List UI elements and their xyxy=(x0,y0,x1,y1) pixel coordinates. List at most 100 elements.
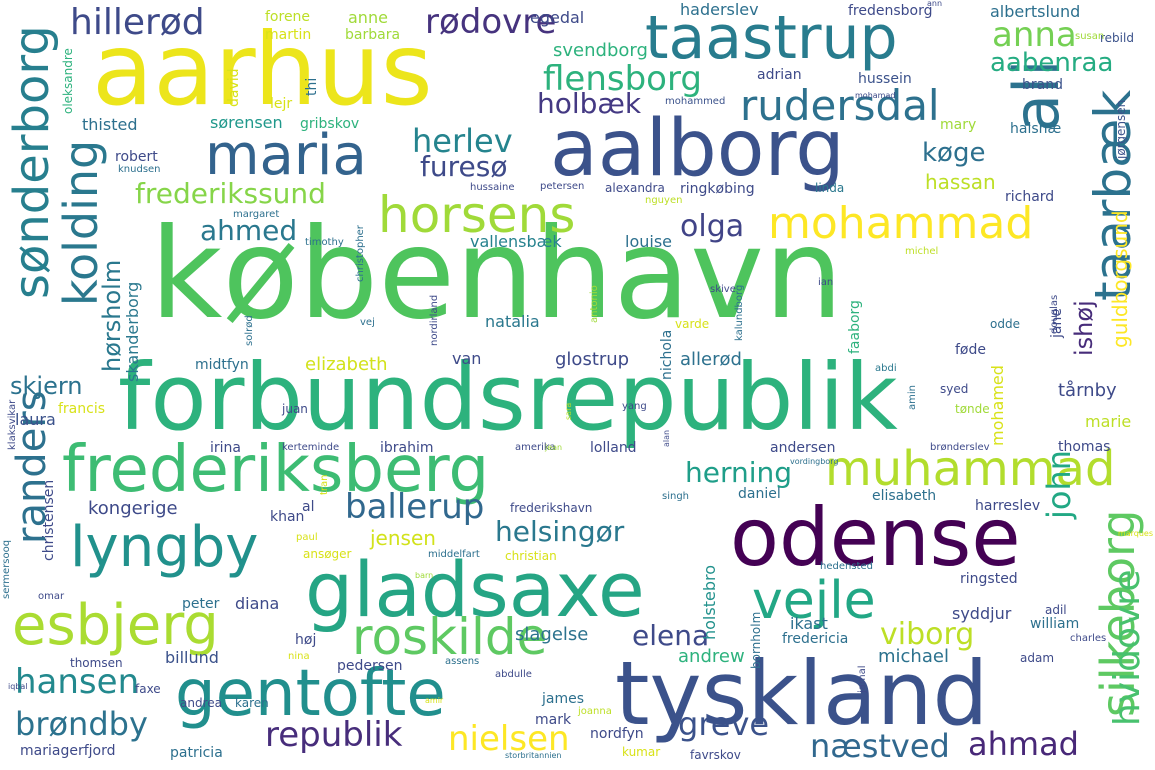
cloud-word: sønderborg xyxy=(4,25,60,299)
cloud-word: herlev xyxy=(412,122,513,160)
cloud-word: mary xyxy=(940,117,977,133)
cloud-word: rebild xyxy=(1100,31,1134,45)
cloud-word: haderslev xyxy=(680,0,759,19)
cloud-word: jørgensen xyxy=(1114,99,1128,159)
cloud-word: allerød xyxy=(680,349,742,370)
cloud-word: singh xyxy=(662,491,690,502)
cloud-word: fredensborg xyxy=(848,3,933,19)
cloud-word: albertslund xyxy=(990,2,1081,21)
cloud-word: marques xyxy=(1117,529,1153,538)
cloud-word: halsnæ xyxy=(1010,121,1062,137)
cloud-word: lyngby xyxy=(70,515,259,580)
cloud-word: oleksandre xyxy=(61,48,75,114)
cloud-word: thisted xyxy=(82,115,138,134)
cloud-word: michael xyxy=(878,646,949,667)
cloud-word: omar xyxy=(38,591,65,602)
cloud-word: skive xyxy=(710,284,736,295)
cloud-word: mariagerfjord xyxy=(20,743,116,759)
cloud-word: david xyxy=(226,68,242,107)
cloud-word: jensen xyxy=(370,526,436,550)
cloud-word: pedersen xyxy=(337,658,403,674)
cloud-word: linda xyxy=(815,181,845,195)
cloud-word: diana xyxy=(235,594,280,613)
cloud-word: marie xyxy=(1085,412,1132,431)
cloud-word: joanna xyxy=(578,706,612,717)
cloud-word: aarhus xyxy=(92,11,433,128)
cloud-word: aalborg xyxy=(550,104,845,194)
cloud-word: christensen xyxy=(41,479,57,561)
cloud-word: hvidovre xyxy=(1107,569,1148,726)
cloud-word: horsens xyxy=(378,186,576,244)
cloud-word: lejr xyxy=(270,96,293,112)
cloud-word: margaret xyxy=(233,209,280,220)
cloud-word: storbritannien xyxy=(505,751,562,760)
cloud-word: ballerup xyxy=(345,487,485,527)
cloud-word: tyskland xyxy=(615,642,989,745)
cloud-word: esbjerg xyxy=(12,593,219,658)
cloud-word: william xyxy=(1030,616,1080,632)
cloud-word: richard xyxy=(1005,189,1055,205)
cloud-word: assens xyxy=(445,656,480,667)
cloud-word: christian xyxy=(505,549,557,563)
cloud-word: thomsen xyxy=(70,656,123,670)
cloud-word: yang xyxy=(622,401,647,412)
cloud-word: rødovre xyxy=(425,2,557,42)
cloud-word: elena xyxy=(632,619,710,652)
cloud-word: hussaine xyxy=(470,182,515,193)
cloud-word: herning xyxy=(685,456,793,489)
cloud-word: nielsen xyxy=(448,719,570,759)
cloud-word: midtfyn xyxy=(195,357,249,373)
cloud-word: kongerige xyxy=(88,498,178,519)
cloud-word: hansen xyxy=(15,662,140,702)
cloud-word: van xyxy=(452,349,482,368)
cloud-word: syddjur xyxy=(952,604,1012,623)
cloud-word: nichola xyxy=(659,329,675,380)
cloud-word: gladsaxe xyxy=(305,545,645,634)
cloud-word: adrian xyxy=(757,67,802,83)
cloud-word: brøndby xyxy=(15,705,148,743)
cloud-word: nordfyn xyxy=(590,726,644,742)
cloud-word: ahmed xyxy=(200,214,298,247)
cloud-word: kumar xyxy=(622,745,661,759)
cloud-word: billund xyxy=(165,648,219,667)
cloud-word: odde xyxy=(990,317,1020,331)
cloud-word: mohammed xyxy=(665,96,726,107)
cloud-word: alan xyxy=(662,429,671,447)
cloud-word: taastrup xyxy=(645,3,898,73)
cloud-word: furesø xyxy=(420,150,508,183)
cloud-word: muhammad xyxy=(825,441,1116,497)
cloud-word: abdulle xyxy=(495,669,532,680)
cloud-word: frederikssund xyxy=(135,177,326,210)
cloud-word: hillerød xyxy=(70,2,205,43)
cloud-word: susan xyxy=(1075,31,1105,42)
cloud-word: nina xyxy=(288,651,310,662)
cloud-word: patricia xyxy=(170,745,223,761)
cloud-word: klaksvikar xyxy=(7,399,18,450)
cloud-word: syed xyxy=(940,382,969,396)
cloud-word: ahmad xyxy=(968,725,1079,763)
cloud-word: abdi xyxy=(875,363,897,374)
cloud-word: sermersooq xyxy=(1,539,12,599)
cloud-word: mark xyxy=(535,712,572,728)
cloud-word: anna xyxy=(992,15,1077,55)
cloud-word: sørensen xyxy=(210,113,283,132)
cloud-word: michel xyxy=(905,246,939,257)
cloud-word: aabenraa xyxy=(990,48,1114,78)
cloud-word: christopher xyxy=(355,225,366,282)
cloud-word: adil xyxy=(1045,603,1067,617)
cloud-word: vej xyxy=(360,317,375,328)
cloud-word: odense xyxy=(730,491,1021,584)
cloud-word: ringsted xyxy=(960,571,1018,587)
cloud-word: vallensbæk xyxy=(470,232,562,251)
cloud-word: frederiksberg xyxy=(62,433,490,507)
cloud-word: juan xyxy=(282,402,308,416)
cloud-word: andersen xyxy=(770,440,836,456)
cloud-word: amir xyxy=(425,696,444,705)
cloud-word: irina xyxy=(210,440,241,456)
cloud-word: andrew xyxy=(678,646,745,667)
cloud-word: ibrahim xyxy=(380,440,434,456)
cloud-word: hussein xyxy=(858,71,912,87)
cloud-word: flensborg xyxy=(543,59,702,99)
cloud-word: tran xyxy=(319,474,330,496)
